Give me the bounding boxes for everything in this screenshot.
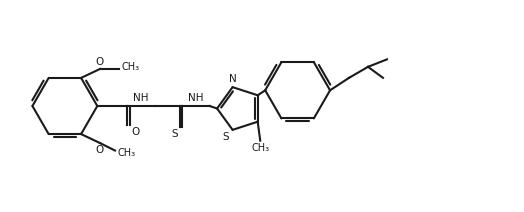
Text: CH₃: CH₃ (251, 143, 269, 153)
Text: O: O (131, 127, 139, 137)
Text: N: N (229, 74, 236, 84)
Text: CH₃: CH₃ (122, 62, 139, 73)
Text: NH: NH (188, 93, 204, 103)
Text: O: O (95, 145, 103, 155)
Text: CH₃: CH₃ (117, 148, 136, 158)
Text: S: S (222, 132, 228, 142)
Text: S: S (171, 130, 178, 139)
Text: NH: NH (133, 93, 149, 103)
Text: O: O (95, 57, 103, 67)
